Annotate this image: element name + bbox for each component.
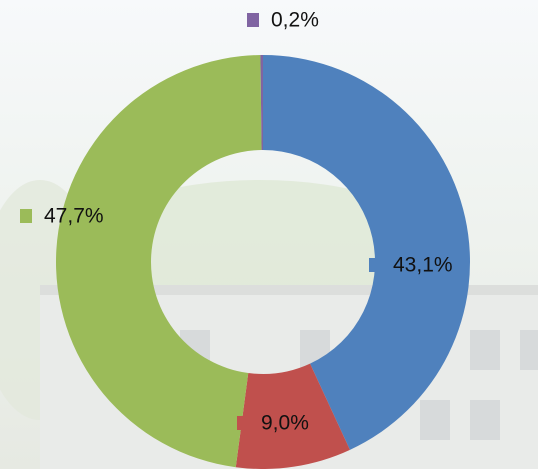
data-label: 9,0% (261, 412, 309, 435)
chart: 43,1% 9,0% 47,7% 0,2% (0, 0, 538, 469)
data-label: 47,7% (44, 205, 104, 228)
legend-marker (247, 13, 259, 27)
data-label: 43,1% (393, 254, 453, 277)
legend-marker (369, 258, 381, 272)
legend-marker (237, 416, 249, 430)
data-label: 0,2% (271, 9, 319, 32)
legend-marker (20, 209, 32, 223)
